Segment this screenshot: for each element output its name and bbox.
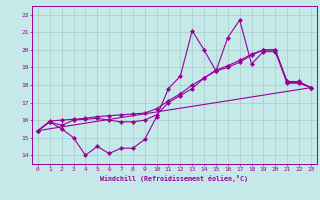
X-axis label: Windchill (Refroidissement éolien,°C): Windchill (Refroidissement éolien,°C)	[100, 175, 248, 182]
